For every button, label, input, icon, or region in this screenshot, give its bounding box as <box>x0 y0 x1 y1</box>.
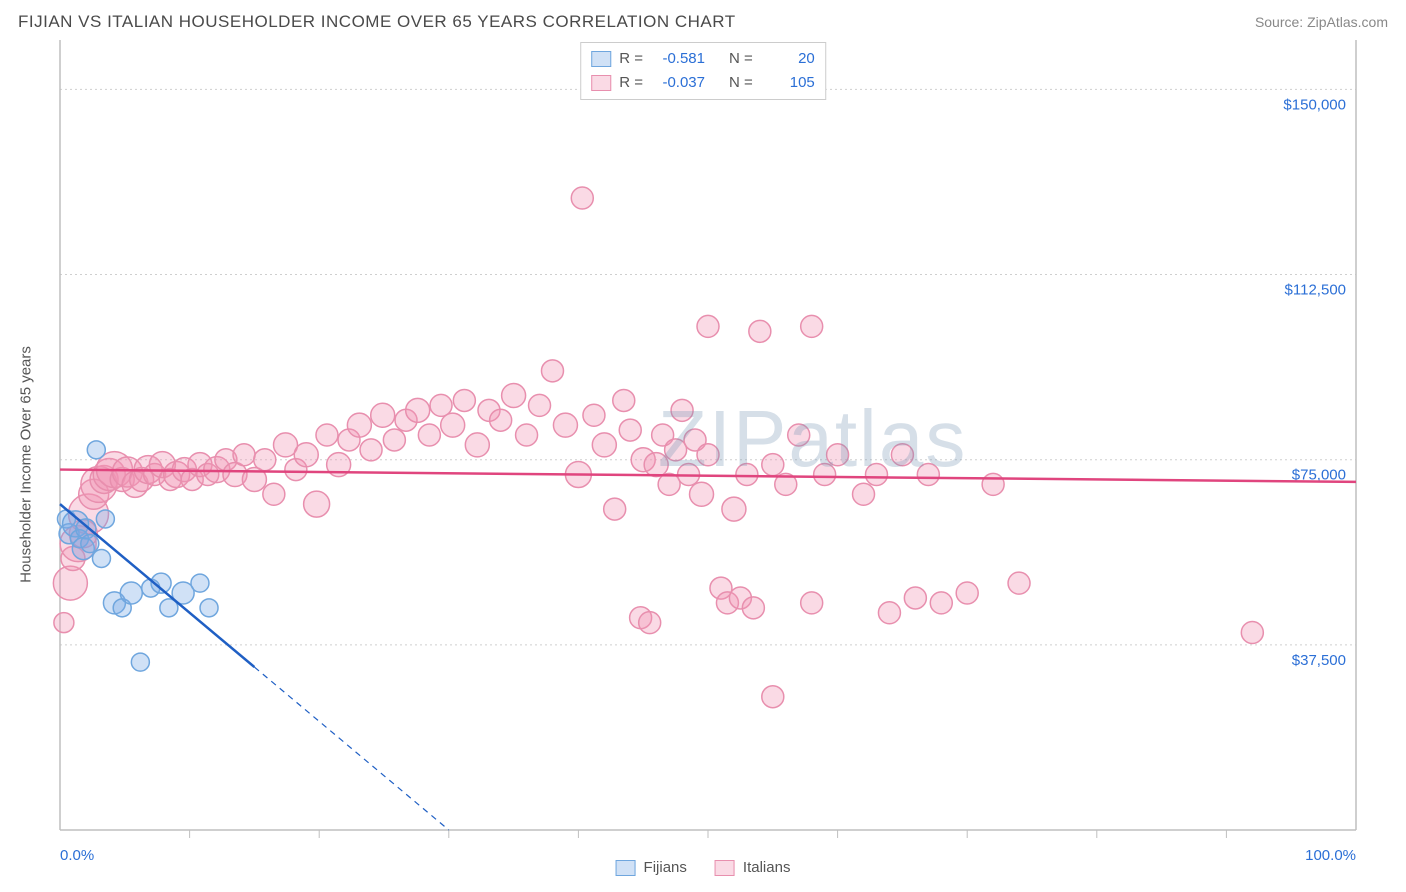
svg-text:$37,500: $37,500 <box>1292 652 1346 669</box>
chart-title: FIJIAN VS ITALIAN HOUSEHOLDER INCOME OVE… <box>18 12 736 32</box>
n-label: N = <box>729 71 753 95</box>
y-axis-label: Householder Income Over 65 years <box>18 346 35 583</box>
swatch-italians <box>591 75 611 91</box>
svg-text:0.0%: 0.0% <box>60 847 94 864</box>
source-attribution: Source: ZipAtlas.com <box>1255 14 1388 30</box>
r-value-fijians: -0.581 <box>651 47 705 71</box>
legend-label-italians: Italians <box>743 859 791 876</box>
r-label: R = <box>619 71 643 95</box>
source-link[interactable]: ZipAtlas.com <box>1307 14 1388 30</box>
stats-row-fijians: R = -0.581 N = 20 <box>591 47 815 71</box>
scatter-chart: $37,500$75,000$112,500$150,0000.0%100.0% <box>18 40 1388 872</box>
svg-text:100.0%: 100.0% <box>1305 847 1356 864</box>
legend-swatch-italians <box>715 860 735 876</box>
correlation-stats-box: R = -0.581 N = 20 R = -0.037 N = 105 <box>580 42 826 100</box>
stats-row-italians: R = -0.037 N = 105 <box>591 71 815 95</box>
legend-swatch-fijians <box>616 860 636 876</box>
series-legend: Fijians Italians <box>616 859 791 876</box>
source-label: Source: <box>1255 14 1303 30</box>
svg-text:$150,000: $150,000 <box>1283 96 1346 113</box>
r-value-italians: -0.037 <box>651 71 705 95</box>
legend-label-fijians: Fijians <box>644 859 687 876</box>
n-value-fijians: 20 <box>761 47 815 71</box>
r-label: R = <box>619 47 643 71</box>
chart-container: Householder Income Over 65 years ZIPatla… <box>18 40 1388 872</box>
n-value-italians: 105 <box>761 71 815 95</box>
legend-item-fijians: Fijians <box>616 859 687 876</box>
chart-header: FIJIAN VS ITALIAN HOUSEHOLDER INCOME OVE… <box>0 0 1406 40</box>
swatch-fijians <box>591 51 611 67</box>
n-label: N = <box>729 47 753 71</box>
svg-text:$112,500: $112,500 <box>1285 282 1346 299</box>
legend-item-italians: Italians <box>715 859 791 876</box>
